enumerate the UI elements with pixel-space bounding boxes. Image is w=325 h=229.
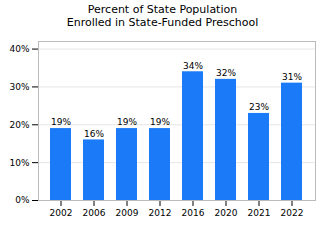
svg-text:2006: 2006: [83, 208, 106, 218]
svg-text:10%: 10%: [9, 158, 29, 168]
svg-text:34%: 34%: [183, 61, 203, 71]
svg-text:40%: 40%: [9, 44, 29, 54]
svg-text:19%: 19%: [117, 118, 137, 128]
svg-text:32%: 32%: [216, 69, 236, 79]
svg-text:20%: 20%: [9, 120, 29, 130]
svg-text:2009: 2009: [116, 208, 139, 218]
svg-text:2012: 2012: [149, 208, 172, 218]
svg-text:31%: 31%: [282, 72, 302, 82]
svg-text:2002: 2002: [50, 208, 73, 218]
svg-text:2016: 2016: [182, 208, 205, 218]
svg-text:2020: 2020: [215, 208, 238, 218]
svg-text:0%: 0%: [15, 196, 30, 206]
svg-text:2021: 2021: [248, 208, 271, 218]
svg-text:23%: 23%: [249, 103, 269, 113]
svg-text:2022: 2022: [281, 208, 304, 218]
html-text:Percent of State Population En: Percent of State Population Enrolled in …: [66, 3, 259, 30]
svg-text:19%: 19%: [51, 118, 71, 128]
svg-text:19%: 19%: [150, 118, 170, 128]
svg-text:16%: 16%: [84, 129, 104, 139]
svg-text:30%: 30%: [9, 82, 29, 92]
